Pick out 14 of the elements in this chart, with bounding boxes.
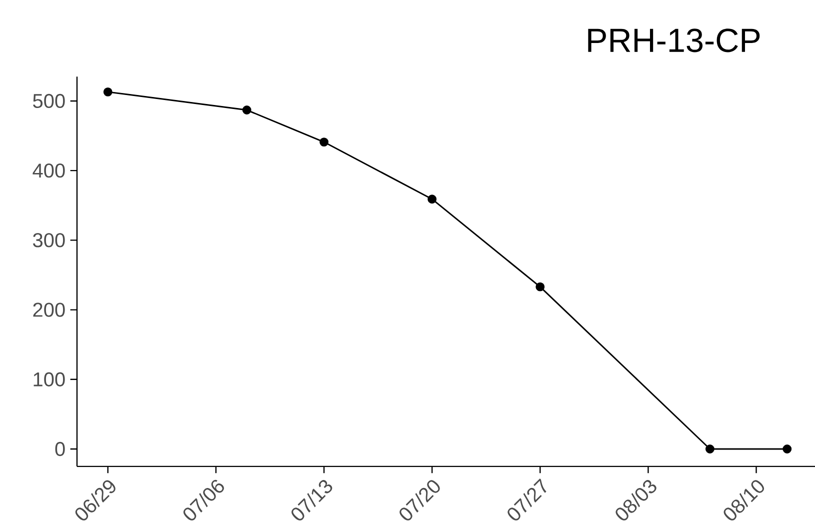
point: [242, 106, 252, 114]
point: [782, 444, 792, 454]
chart-title: PRH-13-CP: [588, 28, 760, 52]
y-tick-label: 200: [33, 302, 65, 317]
y-tick-label: 100: [34, 372, 65, 386]
y-tick-label: 400: [32, 163, 65, 178]
point: [536, 282, 545, 292]
point: [103, 87, 112, 96]
point: [428, 194, 437, 204]
point: [705, 444, 714, 454]
y-tick-label: 0: [55, 442, 65, 456]
y-tick-label: 500: [33, 94, 65, 108]
point: [320, 138, 328, 146]
y-tick-label: 300: [33, 233, 65, 248]
